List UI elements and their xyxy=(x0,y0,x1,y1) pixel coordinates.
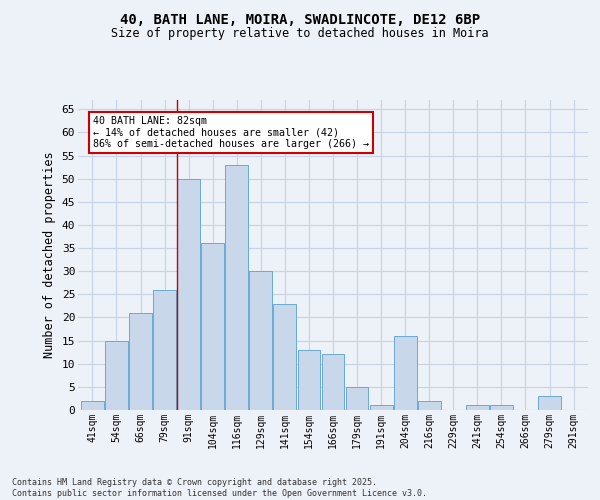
Bar xyxy=(490,406,513,410)
Bar xyxy=(81,400,104,410)
Y-axis label: Number of detached properties: Number of detached properties xyxy=(43,152,56,358)
Bar xyxy=(466,406,489,410)
Bar xyxy=(538,396,561,410)
Bar xyxy=(201,244,224,410)
Bar xyxy=(274,304,296,410)
Bar xyxy=(177,178,200,410)
Text: Contains HM Land Registry data © Crown copyright and database right 2025.
Contai: Contains HM Land Registry data © Crown c… xyxy=(12,478,427,498)
Text: 40, BATH LANE, MOIRA, SWADLINCOTE, DE12 6BP: 40, BATH LANE, MOIRA, SWADLINCOTE, DE12 … xyxy=(120,12,480,26)
Bar xyxy=(226,165,248,410)
Text: Size of property relative to detached houses in Moira: Size of property relative to detached ho… xyxy=(111,28,489,40)
Bar xyxy=(370,406,392,410)
Bar xyxy=(129,313,152,410)
Bar xyxy=(250,271,272,410)
Bar xyxy=(322,354,344,410)
Text: 40 BATH LANE: 82sqm
← 14% of detached houses are smaller (42)
86% of semi-detach: 40 BATH LANE: 82sqm ← 14% of detached ho… xyxy=(93,116,369,150)
Bar xyxy=(105,340,128,410)
Bar xyxy=(346,387,368,410)
Bar xyxy=(153,290,176,410)
Bar xyxy=(394,336,416,410)
Bar xyxy=(418,400,440,410)
Bar xyxy=(298,350,320,410)
